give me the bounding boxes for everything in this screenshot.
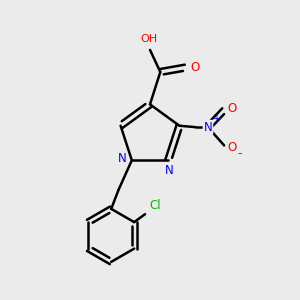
Text: N: N (165, 164, 174, 177)
Text: O: O (228, 102, 237, 115)
Text: O: O (190, 61, 200, 74)
Text: N: N (204, 121, 212, 134)
Text: Cl: Cl (150, 199, 161, 212)
Text: OH: OH (140, 34, 157, 44)
Text: -: - (238, 147, 242, 160)
Text: O: O (228, 141, 237, 154)
Text: N: N (118, 152, 127, 165)
Text: +: + (212, 114, 220, 124)
